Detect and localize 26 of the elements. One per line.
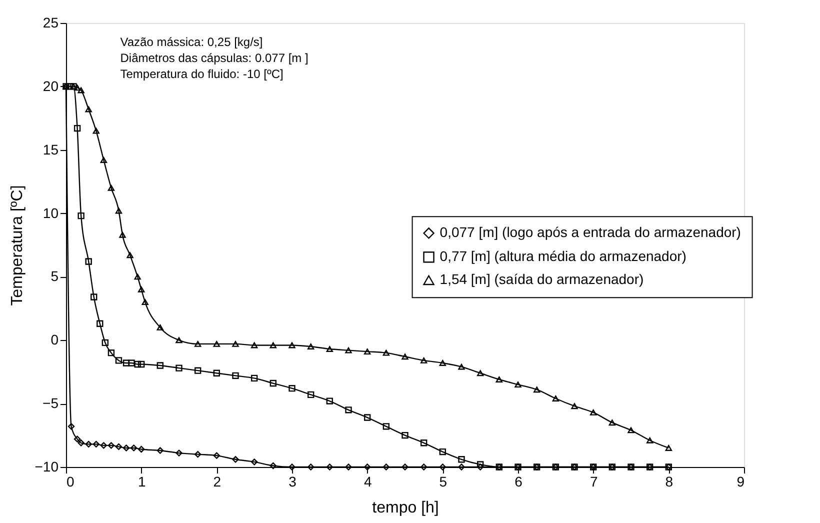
x-tick-label: 4 [364, 474, 372, 490]
y-tick-label: 25 [42, 14, 59, 30]
y-tick-label: 10 [42, 204, 59, 221]
x-tick-label: 2 [213, 474, 222, 490]
y-axis-title: Temperatura [ºC] [8, 185, 26, 306]
y-tick-label: 15 [42, 141, 59, 158]
x-tick-label: 9 [736, 474, 745, 490]
annotation: Temperatura do fluido: -10 [ºC] [120, 67, 284, 81]
y-tick-label: 20 [42, 78, 59, 94]
x-tick-label: 8 [665, 474, 674, 490]
x-tick-label: 7 [590, 474, 598, 490]
legend-label: 0,77 [m] (altura média do armazenador) [440, 248, 686, 264]
x-tick-label: 0 [66, 474, 74, 490]
x-axis-title: tempo [h] [372, 500, 439, 516]
annotation: Diâmetros das cápsulas: 0.077 [m ] [120, 51, 308, 65]
x-tick-label: 6 [514, 474, 523, 490]
legend-label: 1,54 [m] (saída do armazenador) [440, 271, 644, 288]
y-tick-label: −5 [42, 395, 59, 412]
annotation: Vazão mássica: 0,25 [kg/s] [120, 35, 263, 49]
y-tick-label: −10 [34, 458, 59, 474]
y-tick-label: 5 [50, 268, 59, 284]
x-tick-label: 5 [439, 474, 448, 490]
x-tick-label: 1 [138, 474, 146, 490]
legend-label: 0,077 [m] (logo após a entrada do armazenador) [440, 224, 741, 240]
y-tick-label: 0 [50, 332, 59, 348]
x-tick-label: 3 [288, 474, 297, 490]
